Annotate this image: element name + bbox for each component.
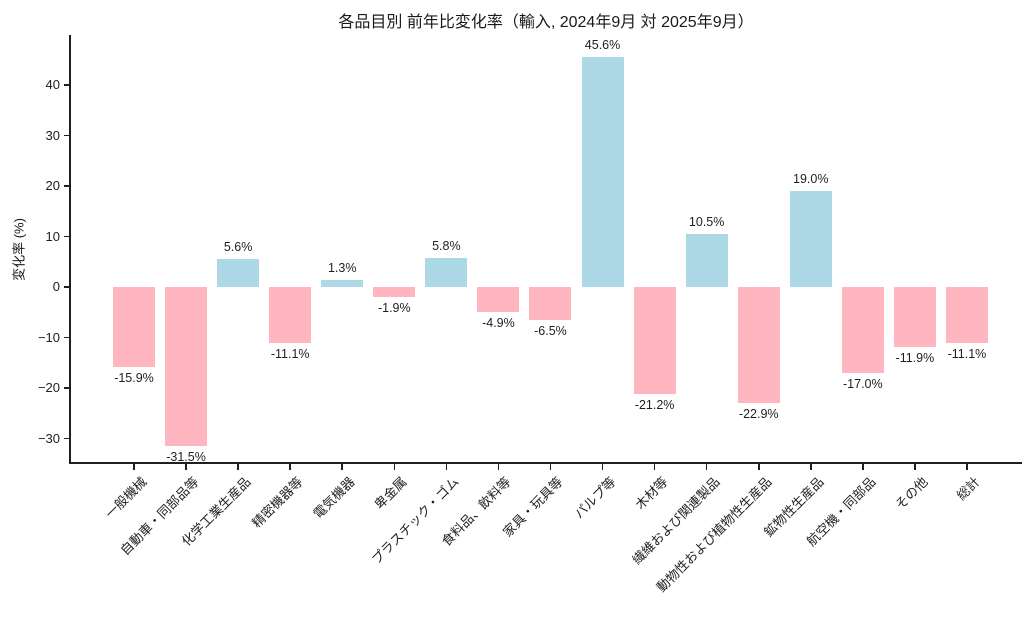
y-tick-label: 0 [52,279,60,294]
x-tick-mark [862,464,864,470]
x-tick-label: 一般機械 [102,474,150,522]
bar [425,257,468,287]
bar-value-label: 10.5% [688,214,725,229]
bar-value-label: 45.6% [584,37,621,52]
bar-value-label: -11.9% [895,351,935,366]
y-tick-mark [64,134,70,137]
x-tick-mark [705,464,708,470]
x-tick-mark [653,464,656,470]
x-tick-label: 木材等 [632,474,671,513]
bar [789,191,832,287]
bar [529,287,572,320]
x-tick-label: その他 [892,474,931,513]
y-tick-mark [64,336,70,339]
bar-value-label: -21.2% [634,398,675,413]
x-tick-mark [393,464,396,470]
y-tick-label: −10 [37,329,60,345]
bar-value-label: 5.6% [223,239,253,254]
bar [165,287,208,447]
bar [477,287,520,312]
y-tick-mark [64,185,70,187]
bar [321,280,364,287]
bar-value-label: -4.9% [482,315,515,330]
x-tick-label: 精密機器等 [249,474,306,531]
bar [945,287,988,344]
x-tick-mark [237,464,239,470]
y-tick-mark [64,286,70,288]
bar-value-label: -15.9% [114,371,154,386]
x-tick-mark [757,464,760,470]
x-tick-mark [185,464,187,470]
bar-value-label: -11.1% [270,347,310,362]
bar-value-label: -17.0% [843,376,883,391]
bar [269,287,312,344]
bar [841,287,884,373]
bar-value-label: -6.5% [534,323,567,338]
y-tick-label: 40 [45,77,60,92]
x-tick-label: 電気機器 [310,474,358,522]
y-tick-label: −30 [37,430,60,446]
chart-title: 各品目別 前年比変化率（輸入, 2024年9月 対 2025年9月） [338,14,754,31]
bar [685,233,728,287]
bar [113,287,155,368]
y-tick-label: 10 [45,228,60,244]
x-tick-label: 総計 [953,474,983,504]
bar-value-label: -1.9% [377,300,411,315]
x-tick-mark [289,464,291,470]
x-tick-mark [809,464,812,470]
bar-value-label: 5.8% [432,238,461,253]
y-tick-label: 30 [45,127,60,143]
y-axis-spine [69,35,71,463]
y-tick-label: 20 [45,178,60,193]
x-tick-mark [549,464,552,470]
bar-value-label: -22.9% [738,406,779,421]
x-tick-mark [497,464,500,470]
bar [893,287,936,348]
x-tick-mark [341,464,344,470]
bar [217,258,260,287]
y-tick-mark [64,437,70,440]
x-axis-spine [69,462,1022,464]
bar-value-label: 1.3% [327,261,357,276]
x-tick-label: パルプ等 [570,474,619,522]
y-tick-mark [64,84,70,86]
bar [373,287,416,297]
x-tick-mark [601,464,604,470]
x-tick-mark [133,464,135,470]
bar-value-label: -31.5% [166,450,206,465]
bar [737,287,780,403]
x-tick-label: 繊維および関連製品 [628,474,723,568]
y-tick-label: −20 [37,380,60,395]
bar [581,56,624,287]
x-tick-label: 卑金属 [371,474,410,513]
x-tick-mark [914,464,916,470]
bar [633,287,676,395]
bar-value-label: -11.1% [947,347,987,362]
y-tick-mark [64,235,70,238]
y-tick-mark [64,387,70,389]
bar-value-label: 19.0% [793,172,829,187]
x-tick-mark [966,464,968,470]
x-tick-mark [445,464,448,470]
